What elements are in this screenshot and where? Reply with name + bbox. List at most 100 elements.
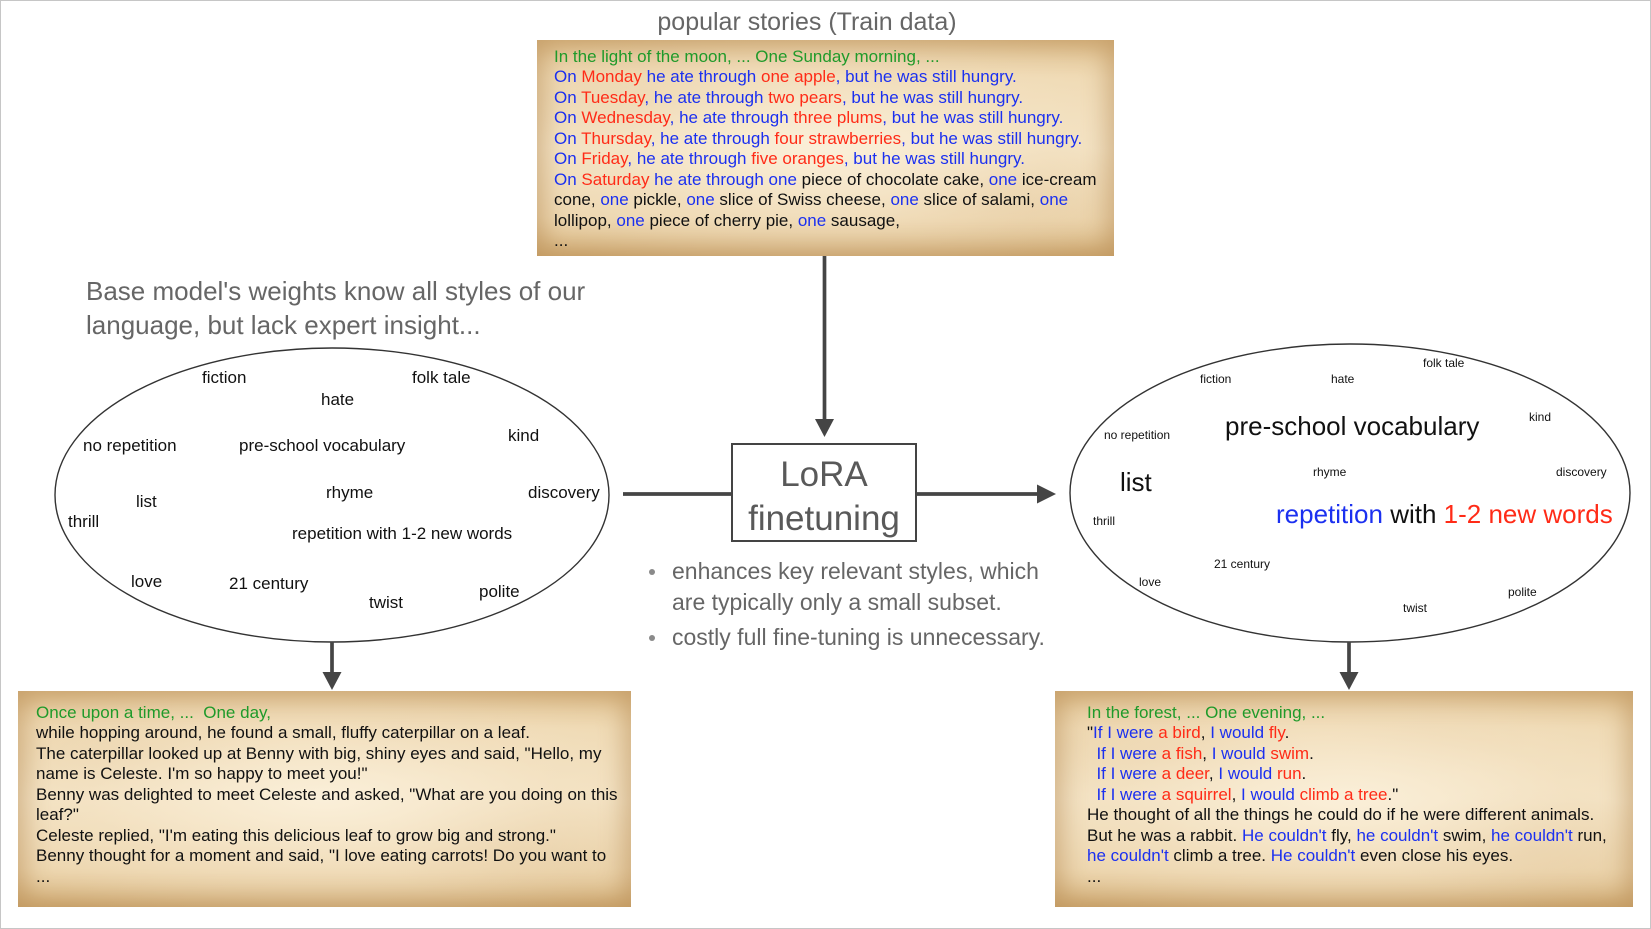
arrow-lora-to-finetuned-model <box>917 484 1056 504</box>
text-segment: If I were <box>1087 764 1157 784</box>
text-segment: swim, <box>1438 825 1492 845</box>
text-segment: two pears <box>768 87 842 107</box>
story-line: On Monday he ate through one apple, but … <box>554 67 1114 87</box>
text-segment: slice of salami, <box>918 190 1040 210</box>
text-segment: , but he was still hungry. <box>841 87 1024 107</box>
story-line: The caterpillar looked up at Benny with … <box>36 744 631 764</box>
text-segment: climb a tree. <box>1168 846 1271 866</box>
story-line: he couldn't climb a tree. He couldn't ev… <box>1087 846 1633 866</box>
text-segment: one <box>600 190 629 210</box>
base-style-repetition-with-new-words: repetition with 1-2 new words <box>292 524 513 543</box>
text-segment: ice-cream <box>1017 169 1097 189</box>
arrow-finetuned-model-to-output <box>1339 642 1359 690</box>
text-segment: he ate through <box>641 67 761 87</box>
text-segment: he couldn't <box>1356 825 1439 845</box>
base-style-kind: kind <box>508 426 540 445</box>
text-segment: On <box>554 169 582 189</box>
story-line: On Friday, he ate through five oranges, … <box>554 149 1114 169</box>
text-segment: Once upon a time, ... One day, <box>36 703 271 722</box>
text-segment: one <box>686 190 715 210</box>
text-segment: one <box>797 210 827 230</box>
text-segment: ." <box>1387 784 1399 804</box>
story-line: Benny was delighted to meet Celeste and … <box>36 785 631 805</box>
text-segment: On <box>554 128 582 148</box>
text-segment: run, <box>1572 825 1607 845</box>
text-segment: In the light of the moon, ... One Sunday… <box>554 47 940 66</box>
train-story-card: In the light of the moon, ... One Sunday… <box>537 40 1114 256</box>
text-segment: On <box>554 87 582 107</box>
text-segment: If I were <box>1087 784 1157 804</box>
base-style-hate: hate <box>321 390 355 409</box>
bullet-dot-icon <box>649 569 655 575</box>
text-segment: He couldn't <box>1241 825 1327 845</box>
base-style-thrill: thrill <box>68 512 100 531</box>
train-data-title: popular stories (Train data) <box>657 8 957 36</box>
tuned-style-folk-tale: folk tale <box>1423 356 1465 370</box>
text-segment: five oranges <box>751 149 844 169</box>
text-segment: a fish <box>1156 743 1203 763</box>
text-segment: Benny thought for a moment and said, "I … <box>36 846 607 866</box>
text-segment: Benny was delighted to meet Celeste and … <box>36 784 618 804</box>
story-line: cone, one pickle, one slice of Swiss che… <box>554 190 1114 210</box>
tuned-style-polite: polite <box>1508 585 1537 599</box>
text-segment: sausage, <box>826 210 900 230</box>
text-segment: climb a tree <box>1294 784 1388 804</box>
text-segment: , <box>1231 784 1242 804</box>
story-line: If I were a squirrel, I would climb a tr… <box>1087 785 1633 805</box>
text-segment: repetition <box>1276 499 1383 529</box>
text-segment: 1-2 new words <box>1443 499 1613 529</box>
story-line: lollipop, one piece of cherry pie, one s… <box>554 211 1114 231</box>
text-segment: Saturday <box>581 169 650 189</box>
base-style-fiction: fiction <box>202 368 247 387</box>
text-segment: he couldn't <box>1087 846 1169 866</box>
base-style-pre-school-vocabulary: pre-school vocabulary <box>239 436 406 455</box>
text-segment: one apple <box>760 67 836 87</box>
lora-finetuning-box: LoRA finetuning <box>731 443 917 542</box>
base-style-21-century: 21 century <box>229 574 309 593</box>
text-segment: lollipop, <box>554 210 617 230</box>
text-segment: swim <box>1265 743 1310 763</box>
lora-note: enhances key relevant styles, which are … <box>649 556 1064 617</box>
tuned-style-love: love <box>1139 575 1162 589</box>
text-segment: On <box>554 149 582 169</box>
finetuning-label: finetuning <box>748 499 900 538</box>
lora-note-text: enhances key relevant styles, which are … <box>672 558 1039 615</box>
text-segment: run <box>1272 764 1302 784</box>
tuned-style-list: list <box>1120 467 1152 497</box>
text-segment: , <box>1208 764 1219 784</box>
text-segment: with <box>1382 499 1444 529</box>
text-segment: , he ate through <box>627 149 752 169</box>
text-segment: If I were <box>1087 743 1157 763</box>
base-style-polite: polite <box>479 582 520 601</box>
lora-note-text: costly full fine-tuning is unnecessary. <box>672 624 1045 650</box>
text-segment: The caterpillar looked up at Benny with … <box>36 743 602 763</box>
tuned-style-rhyme: rhyme <box>1313 465 1347 479</box>
text-segment: Thursday <box>581 128 651 148</box>
text-segment: slice of Swiss cheese, <box>714 190 891 210</box>
text-segment: he couldn't <box>1491 825 1573 845</box>
text-segment: If I were <box>1093 723 1154 743</box>
base-model-caption: Base model's weights know all styles of … <box>86 276 586 340</box>
text-segment: pickle, <box>628 190 687 210</box>
tuned-style-pre-school-vocabulary: pre-school vocabulary <box>1225 411 1480 441</box>
text-segment: , but he was still hungry. <box>835 67 1017 87</box>
tuned-style-hate: hate <box>1331 372 1355 386</box>
story-line: But he was a rabbit. He couldn't fly, he… <box>1087 826 1633 846</box>
text-segment: he ate through one <box>649 169 797 189</box>
story-line: ... <box>1087 867 1633 887</box>
text-segment: He thought of all the things he could do… <box>1087 805 1595 825</box>
text-segment: I would <box>1211 743 1266 763</box>
text-segment: Monday <box>581 67 642 87</box>
text-segment: ... <box>554 231 569 251</box>
text-segment: " <box>1087 723 1094 743</box>
text-segment: Tuesday <box>581 87 645 107</box>
text-segment: fly, <box>1326 825 1357 845</box>
base-model-output-card: Once upon a time, ... One day, while hopp… <box>18 691 631 907</box>
story-line: He thought of all the things he could do… <box>1087 805 1633 825</box>
text-segment: In the forest, ... One evening, ... <box>1087 703 1326 722</box>
finetuned-model-styles-ellipse <box>1069 343 1631 643</box>
tuned-style-no-repetition: no repetition <box>1104 428 1171 442</box>
text-segment: piece of cherry pie, <box>644 210 798 230</box>
text-segment: I would <box>1218 764 1273 784</box>
